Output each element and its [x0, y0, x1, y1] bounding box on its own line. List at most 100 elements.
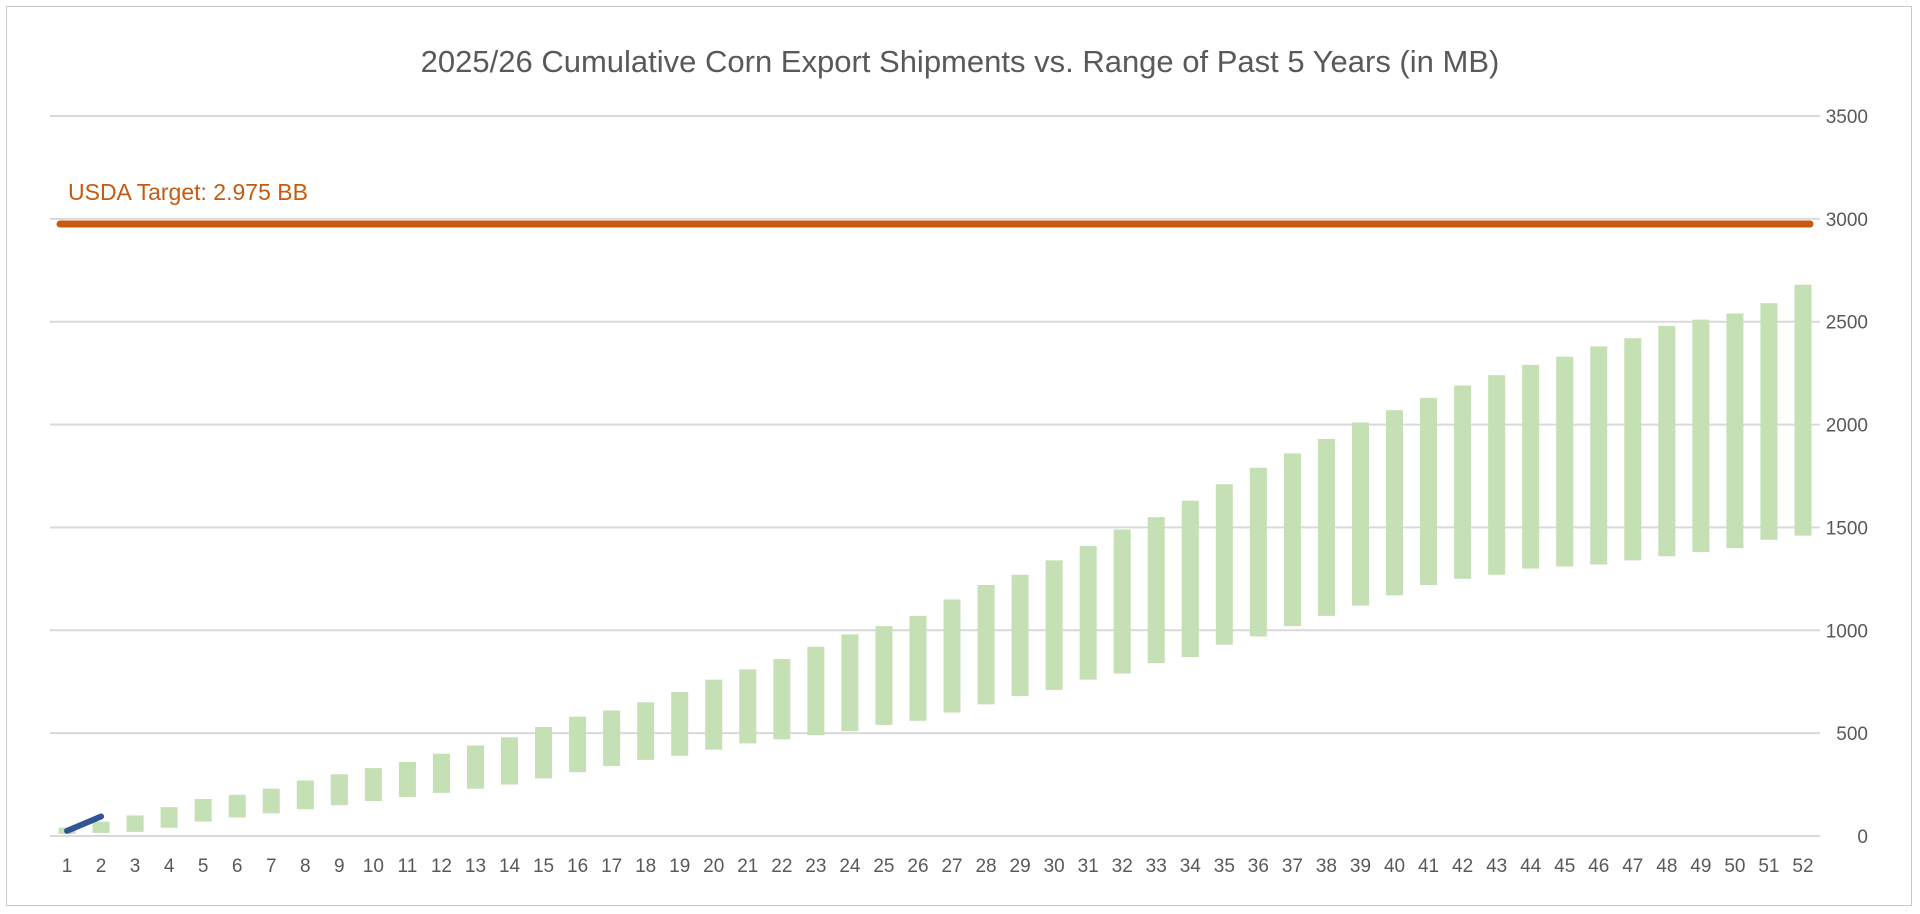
range-bar	[1351, 422, 1369, 606]
range-bar	[1760, 303, 1778, 540]
range-bar	[739, 669, 757, 744]
x-tick-label: 42	[1452, 856, 1473, 877]
range-bar	[909, 615, 927, 721]
range-bar	[535, 726, 553, 779]
range-bar	[1692, 319, 1710, 553]
x-tick-label: 1	[62, 856, 73, 877]
x-tick-label: 39	[1350, 856, 1371, 877]
y-axis-ticks: 0 500 1000 1500 2000 2500 3000 3500	[1826, 107, 1868, 848]
x-tick-label: 7	[266, 856, 277, 877]
range-bar	[364, 768, 382, 802]
x-tick-label: 24	[839, 856, 861, 877]
x-tick-label: 10	[363, 856, 384, 877]
x-tick-label: 45	[1554, 856, 1575, 877]
x-tick-label: 6	[232, 856, 243, 877]
x-tick-label: 33	[1146, 856, 1167, 877]
x-tick-label: 40	[1384, 856, 1405, 877]
range-bar	[1215, 484, 1233, 645]
x-tick-label: 41	[1418, 856, 1439, 877]
range-bar	[1454, 385, 1472, 579]
target-label: USDA Target: 2.975 BB	[68, 179, 308, 205]
range-bar	[296, 780, 314, 810]
x-tick-label: 34	[1180, 856, 1202, 877]
x-tick-label: 25	[873, 856, 894, 877]
current-year-line	[64, 813, 105, 834]
gridlines	[50, 115, 1820, 837]
range-bar	[773, 659, 791, 740]
range-bar	[1624, 338, 1642, 561]
range-bar	[1045, 560, 1063, 690]
x-tick-label: 13	[465, 856, 486, 877]
x-tick-label: 49	[1690, 856, 1711, 877]
usda-target: USDA Target: 2.975 BB	[56, 179, 1814, 228]
x-tick-label: 14	[499, 856, 521, 877]
x-tick-label: 17	[601, 856, 622, 877]
x-tick-label: 20	[703, 856, 724, 877]
range-bar	[126, 815, 144, 832]
range-bar	[1181, 500, 1199, 658]
range-bars	[58, 284, 1812, 834]
y-tick-label: 3500	[1826, 107, 1868, 128]
range-bar	[1556, 356, 1574, 567]
range-bar	[92, 821, 110, 833]
x-tick-label: 43	[1486, 856, 1507, 877]
x-tick-label: 12	[431, 856, 452, 877]
range-bar	[841, 634, 859, 732]
x-tick-label: 21	[737, 856, 758, 877]
range-bar	[398, 761, 416, 797]
current-line	[64, 813, 105, 834]
x-axis-ticks: 1 2 3 4 5 6 7 8 9 10 11 12 13 14 15 16 17 18 19 20 21 22 23 24 2…	[62, 856, 1814, 877]
range-bar	[330, 774, 348, 806]
x-tick-label: 46	[1588, 856, 1609, 877]
range-bar	[705, 679, 723, 750]
range-bar	[807, 646, 825, 736]
range-bar	[1283, 453, 1301, 627]
x-tick-label: 44	[1520, 856, 1542, 877]
x-tick-label: 28	[975, 856, 996, 877]
x-tick-label: 9	[334, 856, 345, 877]
range-bar	[1386, 410, 1404, 596]
y-tick-label: 2500	[1826, 313, 1868, 334]
range-bar	[1011, 574, 1029, 697]
y-tick-label: 0	[1857, 827, 1868, 848]
x-tick-label: 37	[1282, 856, 1303, 877]
y-tick-label: 1000	[1826, 621, 1868, 642]
range-bar	[501, 737, 519, 785]
x-tick-label: 23	[805, 856, 826, 877]
y-tick-label: 2000	[1826, 416, 1868, 437]
x-tick-label: 51	[1758, 856, 1779, 877]
range-bar	[194, 798, 212, 822]
range-bar	[1488, 375, 1506, 575]
x-tick-label: 15	[533, 856, 554, 877]
range-bar	[1420, 397, 1438, 586]
x-tick-label: 38	[1316, 856, 1337, 877]
x-tick-label: 27	[941, 856, 962, 877]
x-tick-label: 18	[635, 856, 656, 877]
range-bar	[1079, 545, 1097, 680]
y-tick-label: 1500	[1826, 518, 1868, 539]
range-bar	[1590, 346, 1608, 565]
range-bar	[637, 702, 655, 760]
range-bar	[1658, 325, 1676, 557]
x-tick-label: 52	[1792, 856, 1813, 877]
range-bar	[1317, 438, 1335, 616]
x-tick-label: 36	[1248, 856, 1269, 877]
x-tick-label: 29	[1010, 856, 1031, 877]
x-tick-label: 22	[771, 856, 792, 877]
range-bar	[569, 716, 587, 773]
x-tick-label: 5	[198, 856, 209, 877]
range-bar	[1522, 364, 1540, 569]
x-tick-label: 3	[130, 856, 141, 877]
range-bar	[1113, 529, 1131, 674]
x-tick-label: 2	[96, 856, 107, 877]
x-tick-label: 11	[398, 856, 418, 877]
range-bar	[1147, 517, 1165, 664]
range-bar	[603, 710, 621, 767]
range-bar	[671, 692, 689, 756]
x-tick-label: 4	[164, 856, 175, 877]
x-tick-label: 19	[669, 856, 690, 877]
y-tick-label: 3000	[1826, 210, 1868, 231]
range-bar	[466, 745, 484, 789]
range-bar	[875, 626, 893, 725]
